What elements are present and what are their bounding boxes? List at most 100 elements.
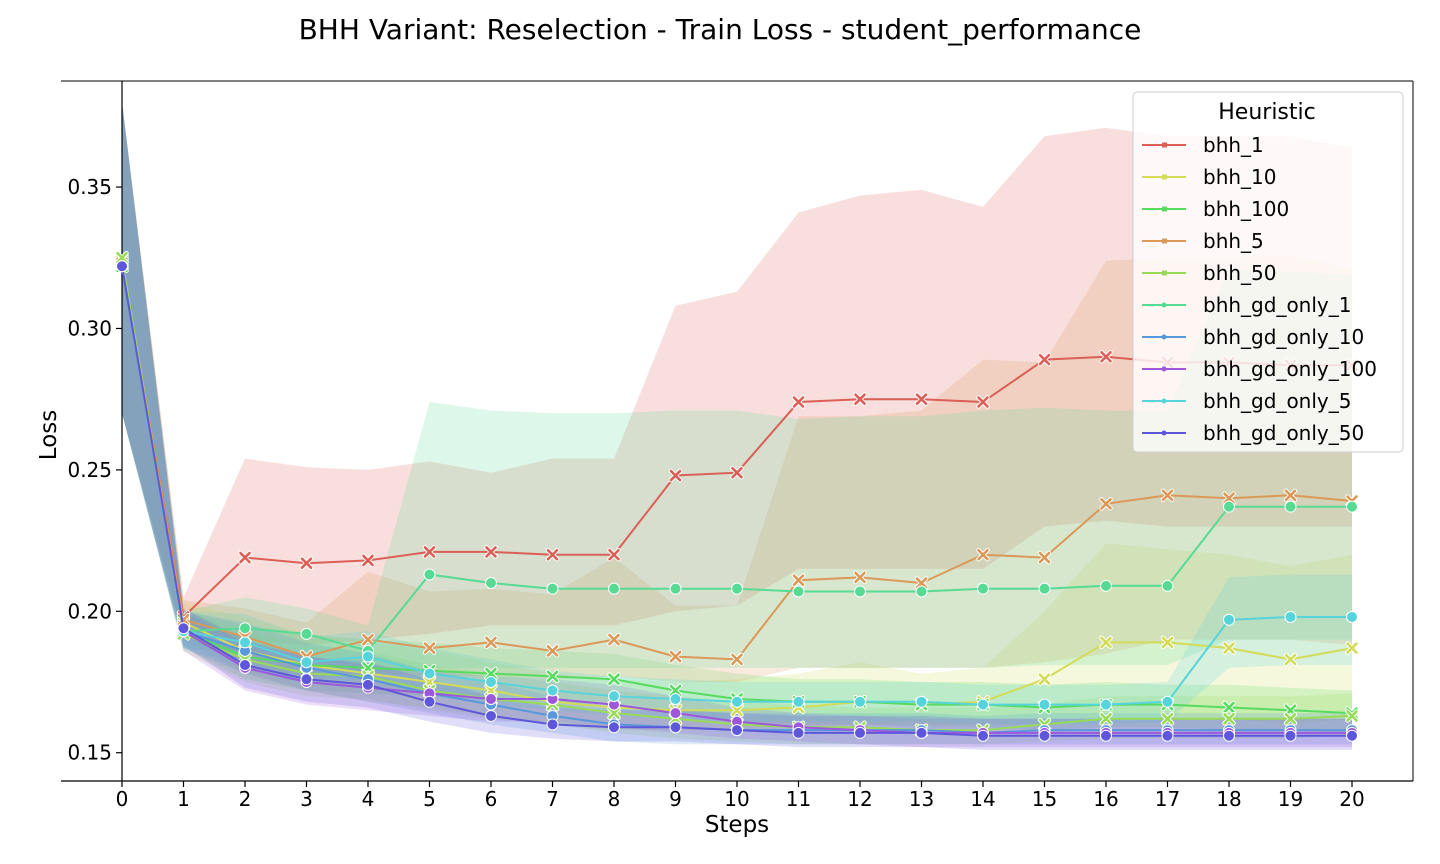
series-lines (115, 251, 1359, 742)
data-point-bhh-gd-only-50 (116, 260, 128, 273)
data-point-bhh-gd-only-50 (300, 673, 313, 686)
x-tick-label: 9 (669, 787, 682, 811)
data-point-bhh-10 (1222, 641, 1236, 655)
data-point-bhh-gd-only-1 (1223, 500, 1235, 513)
data-point-bhh-gd-only-50 (854, 726, 866, 739)
data-point-bhh-5 (607, 632, 621, 647)
legend-label: bhh_5 (1203, 229, 1264, 253)
data-point-bhh-gd-only-1 (546, 582, 559, 595)
legend-item-bhh-gd-only-10: bhh_gd_only_10 (1142, 325, 1364, 349)
y-axis-title: Loss (36, 410, 62, 460)
data-point-bhh-5 (853, 570, 867, 585)
legend-label: bhh_gd_only_10 (1203, 325, 1364, 349)
data-point-bhh-gd-only-5 (546, 684, 559, 697)
legend-item-bhh-1: bhh_1 (1142, 133, 1264, 157)
data-point-bhh-1 (853, 392, 867, 406)
y-tick-label: 0.15 (67, 741, 112, 765)
data-point-bhh-gd-only-5 (239, 636, 251, 649)
data-point-bhh-50 (607, 706, 621, 720)
data-point-bhh-100 (545, 669, 560, 684)
data-point-bhh-100 (1222, 700, 1236, 715)
data-point-bhh-gd-only-100 (669, 707, 682, 720)
legend-item-bhh-5: bhh_5 (1142, 229, 1264, 253)
data-point-bhh-gd-only-1 (977, 582, 989, 595)
data-point-bhh-gd-only-5 (1284, 610, 1297, 623)
band-bhh-1 (122, 102, 1352, 646)
band-bhh-50 (122, 102, 1352, 745)
x-tick-label: 20 (1339, 787, 1364, 811)
x-tick-label: 6 (485, 787, 498, 811)
data-point-bhh-gd-only-50 (792, 726, 805, 739)
data-point-bhh-gd-only-50 (915, 726, 928, 739)
data-point-bhh-50 (115, 251, 129, 265)
legend-item-bhh-gd-only-1: bhh_gd_only_1 (1142, 293, 1351, 317)
data-point-bhh-100 (484, 666, 498, 681)
data-point-bhh-gd-only-50 (669, 721, 682, 734)
data-point-bhh-gd-only-5 (1038, 698, 1051, 711)
data-point-bhh-gd-only-50 (1223, 729, 1235, 742)
data-point-bhh-gd-only-5 (669, 692, 682, 705)
band-bhh-gd-only-1 (122, 102, 1352, 674)
legend-marker (1161, 366, 1167, 372)
legend-label: bhh_1 (1203, 133, 1264, 157)
data-point-bhh-gd-only-1 (1161, 579, 1174, 592)
data-point-bhh-5 (668, 649, 683, 664)
x-tick-label: 12 (847, 787, 872, 811)
legend-item-bhh-50: bhh_50 (1142, 261, 1277, 285)
x-ticks: 0 1 2 3 4 5 6 7 8 9 10 11 12 13 14 15 16 17 18 19 20 (116, 781, 1365, 811)
data-point-bhh-gd-only-50 (731, 724, 743, 737)
data-point-bhh-gd-only-50 (1038, 729, 1051, 742)
legend-label: bhh_gd_only_100 (1203, 357, 1377, 381)
data-point-bhh-10 (1099, 635, 1113, 650)
data-point-bhh-50 (1160, 712, 1175, 726)
data-point-bhh-gd-only-50 (1284, 729, 1297, 742)
data-point-bhh-gd-only-1 (854, 585, 866, 598)
legend-label: bhh_100 (1203, 197, 1289, 221)
data-point-bhh-10 (1160, 635, 1175, 650)
data-point-bhh-10 (730, 703, 744, 718)
data-point-bhh-50 (1345, 709, 1359, 723)
data-point-bhh-gd-only-5 (423, 667, 436, 680)
data-point-bhh-10 (1283, 652, 1298, 667)
data-point-bhh-5 (730, 652, 744, 667)
legend-item-bhh-gd-only-5: bhh_gd_only_5 (1142, 389, 1351, 413)
data-point-bhh-gd-only-5 (915, 695, 928, 708)
data-point-bhh-gd-only-1 (485, 577, 497, 590)
y-ticks: 0.15 0.20 0.25 0.30 0.35 (67, 175, 122, 765)
data-point-bhh-gd-only-5 (608, 690, 620, 703)
band-bhh-gd-only-50 (122, 102, 1352, 750)
data-point-bhh-gd-only-1 (915, 585, 928, 598)
data-point-bhh-1 (914, 392, 929, 406)
data-point-bhh-gd-only-5 (731, 695, 743, 708)
data-point-bhh-10 (1345, 641, 1359, 655)
legend-marker (1162, 142, 1167, 148)
data-point-bhh-1 (1099, 350, 1113, 364)
data-point-bhh-1 (791, 395, 806, 409)
data-point-bhh-gd-only-50 (423, 695, 436, 708)
data-point-bhh-1 (976, 395, 990, 409)
y-tick-label: 0.30 (67, 316, 112, 340)
data-point-bhh-gd-only-100 (485, 692, 497, 705)
legend-label: bhh_10 (1203, 165, 1277, 189)
data-point-bhh-5 (545, 644, 560, 658)
data-point-bhh-gd-only-1 (1346, 500, 1358, 513)
legend-marker (1161, 398, 1167, 404)
data-point-bhh-gd-only-1 (608, 582, 620, 595)
x-tick-label: 16 (1093, 787, 1118, 811)
legend-marker (1162, 206, 1167, 212)
x-tick-label: 0 (116, 787, 129, 811)
legend-marker (1161, 334, 1167, 340)
legend-marker (1161, 430, 1167, 436)
data-point-bhh-1 (422, 545, 437, 559)
data-point-bhh-gd-only-5 (792, 695, 805, 708)
legend-item-bhh-10: bhh_10 (1142, 165, 1277, 189)
data-point-bhh-5 (361, 632, 375, 647)
legend-label: bhh_gd_only_50 (1203, 421, 1364, 445)
y-tick-label: 0.25 (67, 458, 112, 482)
data-point-bhh-gd-only-50 (1346, 729, 1358, 742)
data-point-bhh-5 (791, 573, 806, 587)
data-point-bhh-gd-only-5 (854, 695, 866, 708)
data-point-bhh-gd-only-5 (485, 676, 497, 689)
legend-marker (1161, 302, 1167, 308)
